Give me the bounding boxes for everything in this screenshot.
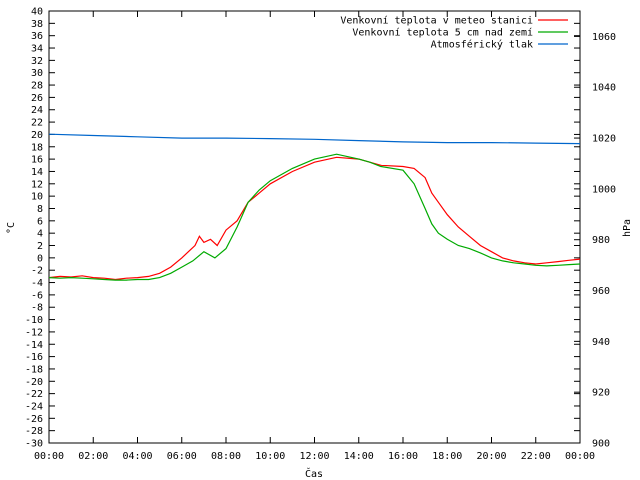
- y-tick-label: 12: [31, 179, 43, 190]
- y-tick-label: -26: [25, 414, 43, 425]
- y-axis-left: -30-28-26-24-22-20-18-16-14-12-10-8-6-4-…: [25, 7, 580, 450]
- y-tick-label: -28: [25, 426, 43, 437]
- y-tick-label: 14: [31, 167, 43, 178]
- y-axis-right: 900 920 940 960 980 1000 1020 1040 1060: [574, 32, 616, 450]
- y-tick-label: 6: [37, 216, 43, 227]
- y-axis-title: °C: [6, 222, 17, 234]
- y2-tick-label: 1020: [592, 134, 616, 145]
- y-tick-label: 24: [31, 105, 43, 116]
- y2-tick-label: 900: [592, 439, 610, 450]
- legend-label: Atmosférický tlak: [431, 39, 533, 51]
- y-tick-label: 4: [37, 229, 43, 240]
- y-tick-label: 22: [31, 118, 43, 129]
- y-tick-label: -16: [25, 352, 43, 363]
- y2-tick-label: 980: [592, 235, 610, 246]
- y-tick-label: 28: [31, 81, 43, 92]
- y-tick-label: 20: [31, 130, 43, 141]
- y-tick-label: -2: [31, 266, 43, 277]
- x-tick-label: 12:00: [299, 451, 329, 462]
- y-tick-label: -18: [25, 364, 43, 375]
- x-axis: 00:00 02:00 04:00 06:00 08:00 10:00 12:00 14:00…: [34, 11, 595, 462]
- y-tick-label: 0: [37, 253, 43, 264]
- y-tick-label: 2: [37, 241, 43, 252]
- x-tick-label: 00:00: [565, 451, 595, 462]
- plot-frame: [48, 10, 581, 444]
- y-tick-label: -4: [31, 278, 43, 289]
- series-layer: [48, 133, 581, 281]
- y-tick-label: 26: [31, 93, 43, 104]
- y-tick-label: 30: [31, 68, 43, 79]
- x-tick-label: 10:00: [255, 451, 285, 462]
- x-tick-label: 18:00: [432, 451, 462, 462]
- y2-tick-label: 940: [592, 337, 610, 348]
- x-axis-title: Čas: [305, 467, 323, 480]
- y-tick-label: -10: [25, 315, 43, 326]
- series-line-0: [48, 156, 581, 281]
- y-tick-label: 16: [31, 155, 43, 166]
- legend: Venkovní teplota v meteo staniciVenkovní…: [340, 15, 568, 51]
- x-tick-label: 06:00: [167, 451, 197, 462]
- y-tick-label: -24: [25, 401, 43, 412]
- y-tick-label: 38: [31, 19, 43, 30]
- x-tick-label: 20:00: [476, 451, 506, 462]
- series-line-2: [48, 133, 581, 145]
- legend-label: Venkovní teplota v meteo stanici: [340, 15, 533, 27]
- x-tick-label: 16:00: [388, 451, 418, 462]
- y-tick-label: -20: [25, 377, 43, 388]
- y-tick-label: -8: [31, 303, 43, 314]
- y-tick-label: 40: [31, 7, 43, 18]
- y-tick-label: -12: [25, 327, 43, 338]
- y2-tick-label: 920: [592, 388, 610, 399]
- y-tick-label: 34: [31, 44, 43, 55]
- x-tick-label: 02:00: [78, 451, 108, 462]
- series-line-1: [48, 153, 581, 281]
- legend-label: Venkovní teplota 5 cm nad zemí: [352, 27, 533, 39]
- x-tick-label: 08:00: [211, 451, 241, 462]
- y-tick-label: 8: [37, 204, 43, 215]
- y-tick-label: -22: [25, 389, 43, 400]
- x-tick-label: 14:00: [344, 451, 374, 462]
- x-tick-label: 00:00: [34, 451, 64, 462]
- y-tick-label: -6: [31, 290, 43, 301]
- y-tick-label: 18: [31, 142, 43, 153]
- y2-tick-label: 1040: [592, 83, 616, 94]
- y2-tick-label: 960: [592, 286, 610, 297]
- y2-tick-label: 1060: [592, 32, 616, 43]
- y2-axis-title: hPa: [622, 219, 633, 237]
- y-tick-label: -30: [25, 439, 43, 450]
- y-tick-label: 32: [31, 56, 43, 67]
- x-tick-label: 04:00: [122, 451, 152, 462]
- y-tick-label: 36: [31, 31, 43, 42]
- x-tick-label: 22:00: [521, 451, 551, 462]
- y-tick-label: 10: [31, 192, 43, 203]
- y-tick-label: -14: [25, 340, 43, 351]
- y2-tick-label: 1000: [592, 184, 616, 195]
